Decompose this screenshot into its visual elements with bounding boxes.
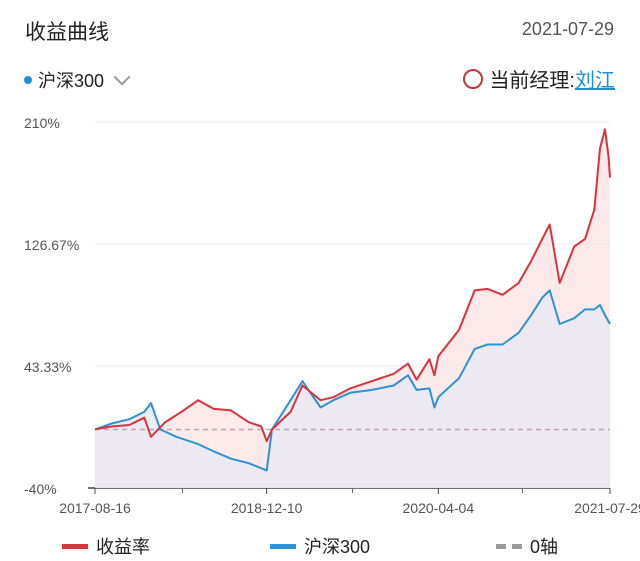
legend-zero[interactable]: 0轴 (496, 533, 558, 559)
page-title: 收益曲线 (25, 21, 109, 44)
current-manager: 当前经理: 刘江 (463, 64, 615, 93)
legend-fund-swatch (62, 543, 88, 549)
series-line-fund (94, 128, 611, 443)
x-tick-label: 2021-07-29 (574, 500, 640, 516)
legend-zero-swatch (496, 543, 522, 549)
benchmark-selector[interactable]: 沪深300 (24, 67, 131, 93)
series-line-index (94, 289, 611, 472)
manager-name-link[interactable]: 刘江 (575, 70, 615, 92)
benchmark-label: 沪深300 (38, 71, 105, 91)
x-tick-label: 2020-04-04 (403, 500, 475, 516)
legend-fund[interactable]: 收益率 (62, 533, 150, 559)
legend-fund-label: 收益率 (96, 537, 150, 557)
legend-index[interactable]: 沪深300 (270, 533, 370, 559)
return-chart: 210% 126.67% 43.33% -40%2017-08-16 2018-12-1… (24, 115, 640, 516)
y-tick-label: 43.33% (24, 359, 71, 375)
legend-index-swatch (270, 543, 296, 549)
benchmark-dot-icon (24, 76, 32, 84)
x-tick-label: 2018-12-10 (231, 500, 303, 516)
manager-label: 当前经理: (489, 70, 575, 92)
y-tick-label: -40% (24, 481, 57, 497)
x-tick-label: 2017-08-16 (59, 500, 131, 516)
date-label: 2021-07-29 (521, 19, 614, 39)
y-tick-label: 126.67% (24, 237, 79, 253)
legend-zero-label: 0轴 (530, 537, 559, 557)
index-area (95, 290, 610, 488)
manager-circle-icon (463, 68, 484, 89)
legend-index-label: 沪深300 (304, 537, 371, 557)
legend: 收益率 沪深300 0轴 (0, 533, 640, 561)
y-tick-label: 210% (24, 115, 60, 131)
